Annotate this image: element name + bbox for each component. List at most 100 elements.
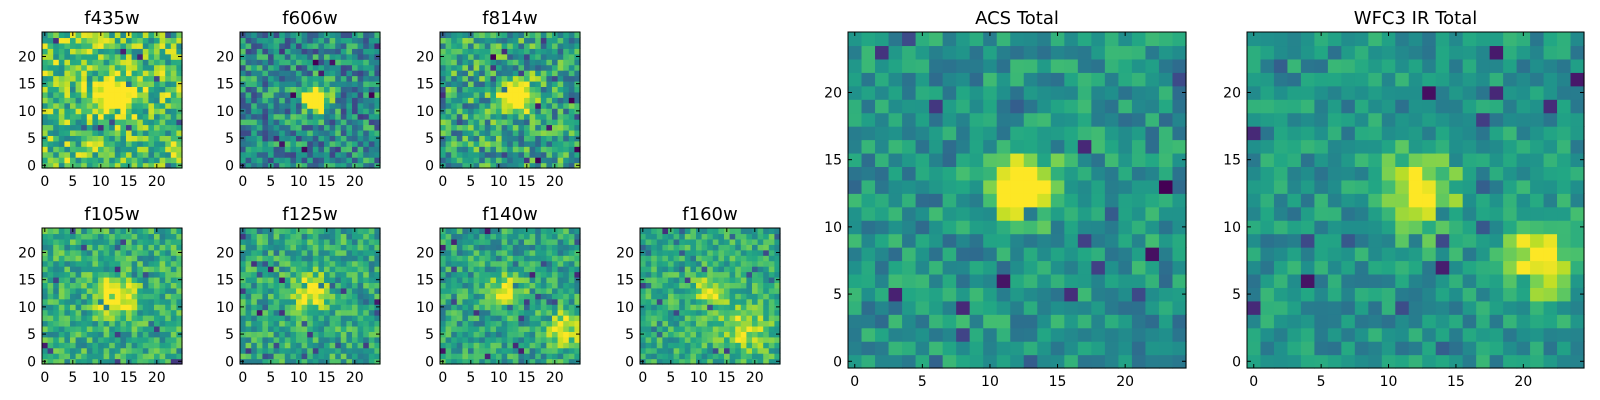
heatmap-cell bbox=[262, 129, 269, 136]
heatmap-cell bbox=[159, 325, 166, 332]
heatmap-cell bbox=[440, 320, 447, 327]
heatmap-cell bbox=[996, 260, 1011, 275]
heatmap-cell bbox=[529, 86, 536, 93]
heatmap-cell bbox=[81, 102, 88, 109]
heatmap-cell bbox=[662, 342, 669, 349]
heatmap-cell bbox=[861, 314, 876, 329]
heatmap-cell bbox=[148, 320, 155, 327]
heatmap-cell bbox=[352, 238, 359, 245]
heatmap-cell bbox=[357, 113, 364, 120]
heatmap-cell bbox=[75, 124, 82, 131]
heatmap-cell bbox=[176, 315, 183, 322]
heatmap-cell bbox=[340, 282, 347, 289]
x-tick-label: 15 bbox=[518, 370, 536, 386]
heatmap-cell bbox=[673, 255, 680, 262]
heatmap-cell bbox=[273, 238, 280, 245]
heatmap-cell bbox=[279, 309, 286, 316]
heatmap-cell bbox=[468, 86, 475, 93]
heatmap-cell bbox=[352, 325, 359, 332]
heatmap-cell bbox=[109, 113, 116, 120]
heatmap-cell bbox=[552, 255, 559, 262]
heatmap-cell bbox=[651, 282, 658, 289]
heatmap-cell bbox=[318, 266, 325, 273]
heatmap-cell bbox=[70, 75, 77, 82]
heatmap-cell bbox=[462, 48, 469, 55]
heatmap-cell bbox=[120, 331, 127, 338]
heatmap-cell bbox=[279, 124, 286, 131]
heatmap-cell bbox=[284, 64, 291, 71]
heatmap-cell bbox=[535, 80, 542, 87]
heatmap-cell bbox=[346, 271, 353, 278]
heatmap-cell bbox=[346, 255, 353, 262]
heatmap-cell bbox=[440, 287, 447, 294]
plot-frame bbox=[41, 31, 183, 169]
heatmap-cell bbox=[507, 325, 514, 332]
heatmap-cell bbox=[47, 315, 54, 322]
heatmap-cell bbox=[507, 336, 514, 343]
panel-title: f160w bbox=[682, 204, 737, 225]
heatmap-cell bbox=[301, 298, 308, 305]
heatmap-cell bbox=[98, 108, 105, 115]
heatmap-cell bbox=[301, 320, 308, 327]
heatmap-cell bbox=[307, 102, 314, 109]
heatmap-cell bbox=[346, 244, 353, 251]
heatmap-cell bbox=[462, 304, 469, 311]
heatmap-cell bbox=[42, 293, 49, 300]
heatmap-cell bbox=[103, 276, 110, 283]
heatmap-cell bbox=[329, 108, 336, 115]
heatmap-cell bbox=[98, 233, 105, 240]
heatmap-cell bbox=[86, 331, 93, 338]
heatmap-cell bbox=[279, 260, 286, 267]
heatmap-cell bbox=[86, 347, 93, 354]
heatmap-cell bbox=[346, 124, 353, 131]
heatmap-cell bbox=[131, 353, 138, 360]
heatmap-cell bbox=[176, 266, 183, 273]
heatmap-cell bbox=[490, 233, 497, 240]
heatmap-cell bbox=[456, 151, 463, 158]
heatmap-cell bbox=[507, 276, 514, 283]
heatmap-cell bbox=[64, 135, 71, 142]
heatmap-cell bbox=[262, 233, 269, 240]
y-tick-label: 20 bbox=[616, 245, 634, 261]
heatmap-cell bbox=[103, 228, 110, 235]
heatmap-cell bbox=[92, 276, 99, 283]
heatmap-cell bbox=[357, 108, 364, 115]
heatmap-cell bbox=[696, 293, 703, 300]
heatmap-cell bbox=[563, 358, 570, 365]
heatmap-cell bbox=[468, 146, 475, 153]
heatmap-cell bbox=[479, 135, 486, 142]
heatmap-cell bbox=[86, 42, 93, 49]
heatmap-cell bbox=[42, 260, 49, 267]
heatmap-cell bbox=[473, 75, 480, 82]
heatmap-cell bbox=[473, 255, 480, 262]
heatmap-cell bbox=[329, 266, 336, 273]
heatmap-cell bbox=[170, 32, 177, 39]
heatmap-cell bbox=[774, 309, 781, 316]
heatmap-cell bbox=[137, 342, 144, 349]
heatmap-cell bbox=[109, 325, 116, 332]
heatmap-cell bbox=[462, 244, 469, 251]
heatmap-cell bbox=[103, 119, 110, 126]
heatmap-cell bbox=[363, 347, 370, 354]
heatmap-cell bbox=[451, 304, 458, 311]
heatmap-cell bbox=[645, 238, 652, 245]
heatmap-cell bbox=[479, 315, 486, 322]
heatmap-cell bbox=[496, 244, 503, 251]
heatmap-cell bbox=[445, 260, 452, 267]
heatmap-cell bbox=[103, 255, 110, 262]
heatmap-cell bbox=[484, 80, 491, 87]
heatmap-cell bbox=[1131, 327, 1147, 342]
heatmap-cell bbox=[324, 86, 331, 93]
heatmap-cell bbox=[335, 266, 342, 273]
heatmap-cell bbox=[170, 353, 177, 360]
heatmap-cell bbox=[240, 320, 247, 327]
heatmap-cell bbox=[290, 53, 297, 60]
heatmap-cell bbox=[374, 233, 381, 240]
heatmap-cell bbox=[262, 309, 269, 316]
heatmap-cell bbox=[501, 70, 508, 77]
heatmap-cell bbox=[92, 162, 99, 169]
heatmap-cell bbox=[352, 124, 359, 131]
heatmap-cell bbox=[640, 244, 647, 251]
heatmap-cell bbox=[902, 206, 917, 221]
